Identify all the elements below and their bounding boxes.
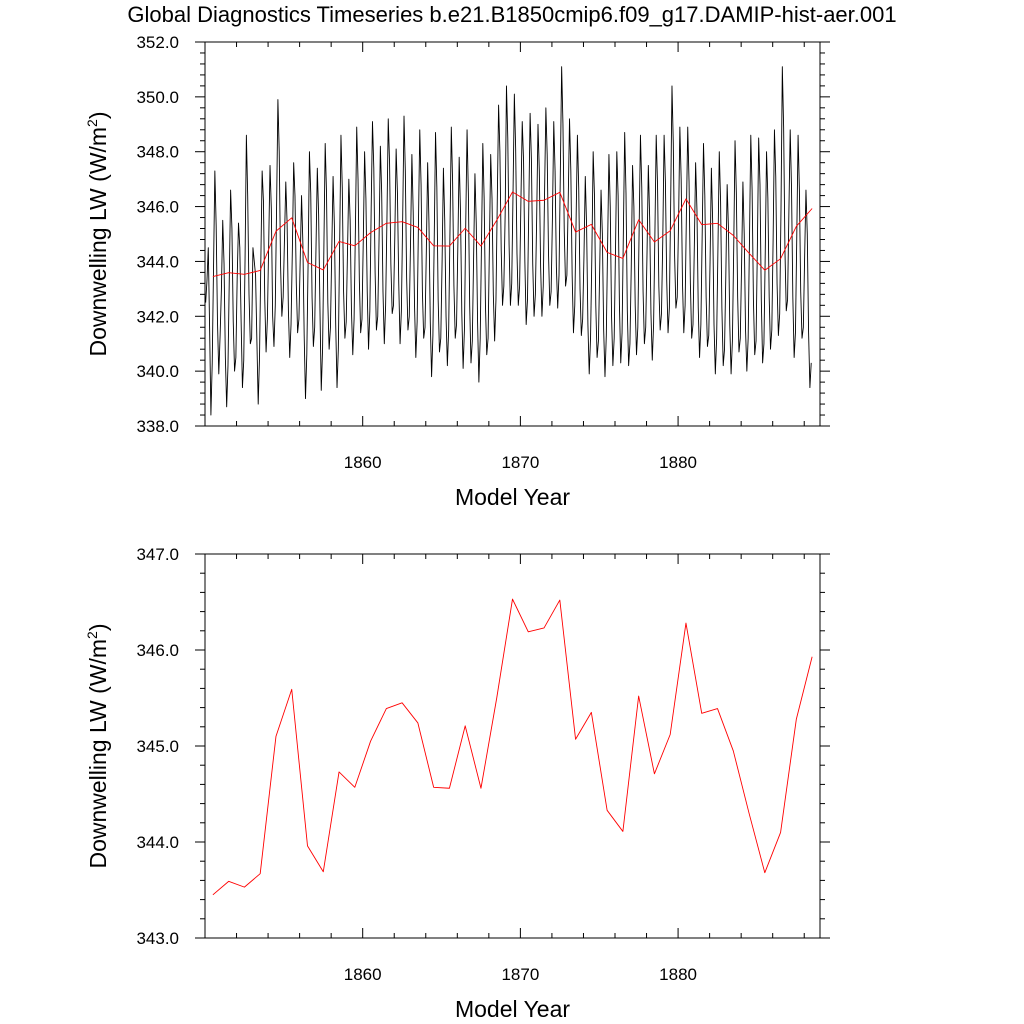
bottom-panel-x-tick-label: 1870 — [501, 965, 539, 984]
bottom-panel-series-line-annual-mean — [212, 598, 813, 896]
bottom-panel-y-tick-label: 347.0 — [136, 545, 179, 564]
bottom-panel-x-tick-label: 1860 — [344, 965, 382, 984]
top-panel-y-axis-title-main: Downwelling LW (W/m — [85, 127, 111, 357]
top-panel-y-tick-label: 350.0 — [136, 88, 179, 107]
bottom-panel-tick-labels: 1860 1870 1880 343.0 344.0 345.0 346.0 347.0 — [136, 545, 697, 984]
top-panel-y-tick-label: 340.0 — [136, 362, 179, 381]
top-panel-grid-ticks — [195, 41, 830, 427]
top-panel-series-line-annual-mean — [212, 191, 813, 277]
top-panel-y-tick-label: 344.0 — [136, 252, 179, 271]
page-title: Global Diagnostics Timeseries b.e21.B185… — [127, 2, 897, 27]
bottom-panel-y-tick-label: 345.0 — [136, 737, 179, 756]
top-panel-y-axis-title-close: ) — [85, 111, 111, 119]
bottom-panel-y-tick-label: 346.0 — [136, 641, 179, 660]
top-panel-series-line-monthly — [205, 66, 812, 416]
top-panel-y-axis-title: Downwelling LW (W/m2) — [84, 111, 111, 356]
bottom-panel-series — [212, 598, 813, 896]
top-panel-frame — [204, 41, 821, 427]
top-panel-y-tick-label: 352.0 — [136, 33, 179, 52]
top-panel-y-tick-label: 348.0 — [136, 143, 179, 162]
top-panel-y-tick-label: 342.0 — [136, 307, 179, 326]
top-panel-x-axis-title: Model Year — [455, 484, 570, 510]
bottom-panel-y-tick-label: 344.0 — [136, 833, 179, 852]
bottom-panel-x-axis-title: Model Year — [455, 996, 570, 1022]
top-panel-x-tick-label: 1870 — [501, 453, 539, 472]
bottom-panel-y-axis-title-close: ) — [85, 623, 111, 631]
bottom-panel-x-tick-label: 1880 — [659, 965, 697, 984]
top-panel-y-tick-label: 338.0 — [136, 417, 179, 436]
top-panel-series — [205, 66, 813, 416]
bottom-panel-y-axis-title-sup: 2 — [84, 631, 100, 639]
bottom-panel-frame — [204, 553, 821, 939]
top-panel-x-tick-label: 1880 — [659, 453, 697, 472]
top-panel-x-tick-label: 1860 — [344, 453, 382, 472]
top-panel: 1860 1870 1880 338.0 340.0 342.0 344.0 346.0 348… — [84, 33, 830, 510]
bottom-panel-y-tick-label: 343.0 — [136, 929, 179, 948]
bottom-panel-y-axis-title: Downwelling LW (W/m2) — [84, 623, 111, 868]
bottom-panel-grid-ticks — [195, 553, 830, 939]
top-panel-y-axis-title-sup: 2 — [84, 119, 100, 127]
bottom-panel: 1860 1870 1880 343.0 344.0 345.0 346.0 347.0 Mo… — [84, 545, 830, 1022]
top-panel-y-tick-label: 346.0 — [136, 198, 179, 217]
top-panel-tick-labels: 1860 1870 1880 338.0 340.0 342.0 344.0 346.0 348… — [136, 33, 697, 472]
bottom-panel-y-axis-title-main: Downwelling LW (W/m — [85, 639, 111, 869]
